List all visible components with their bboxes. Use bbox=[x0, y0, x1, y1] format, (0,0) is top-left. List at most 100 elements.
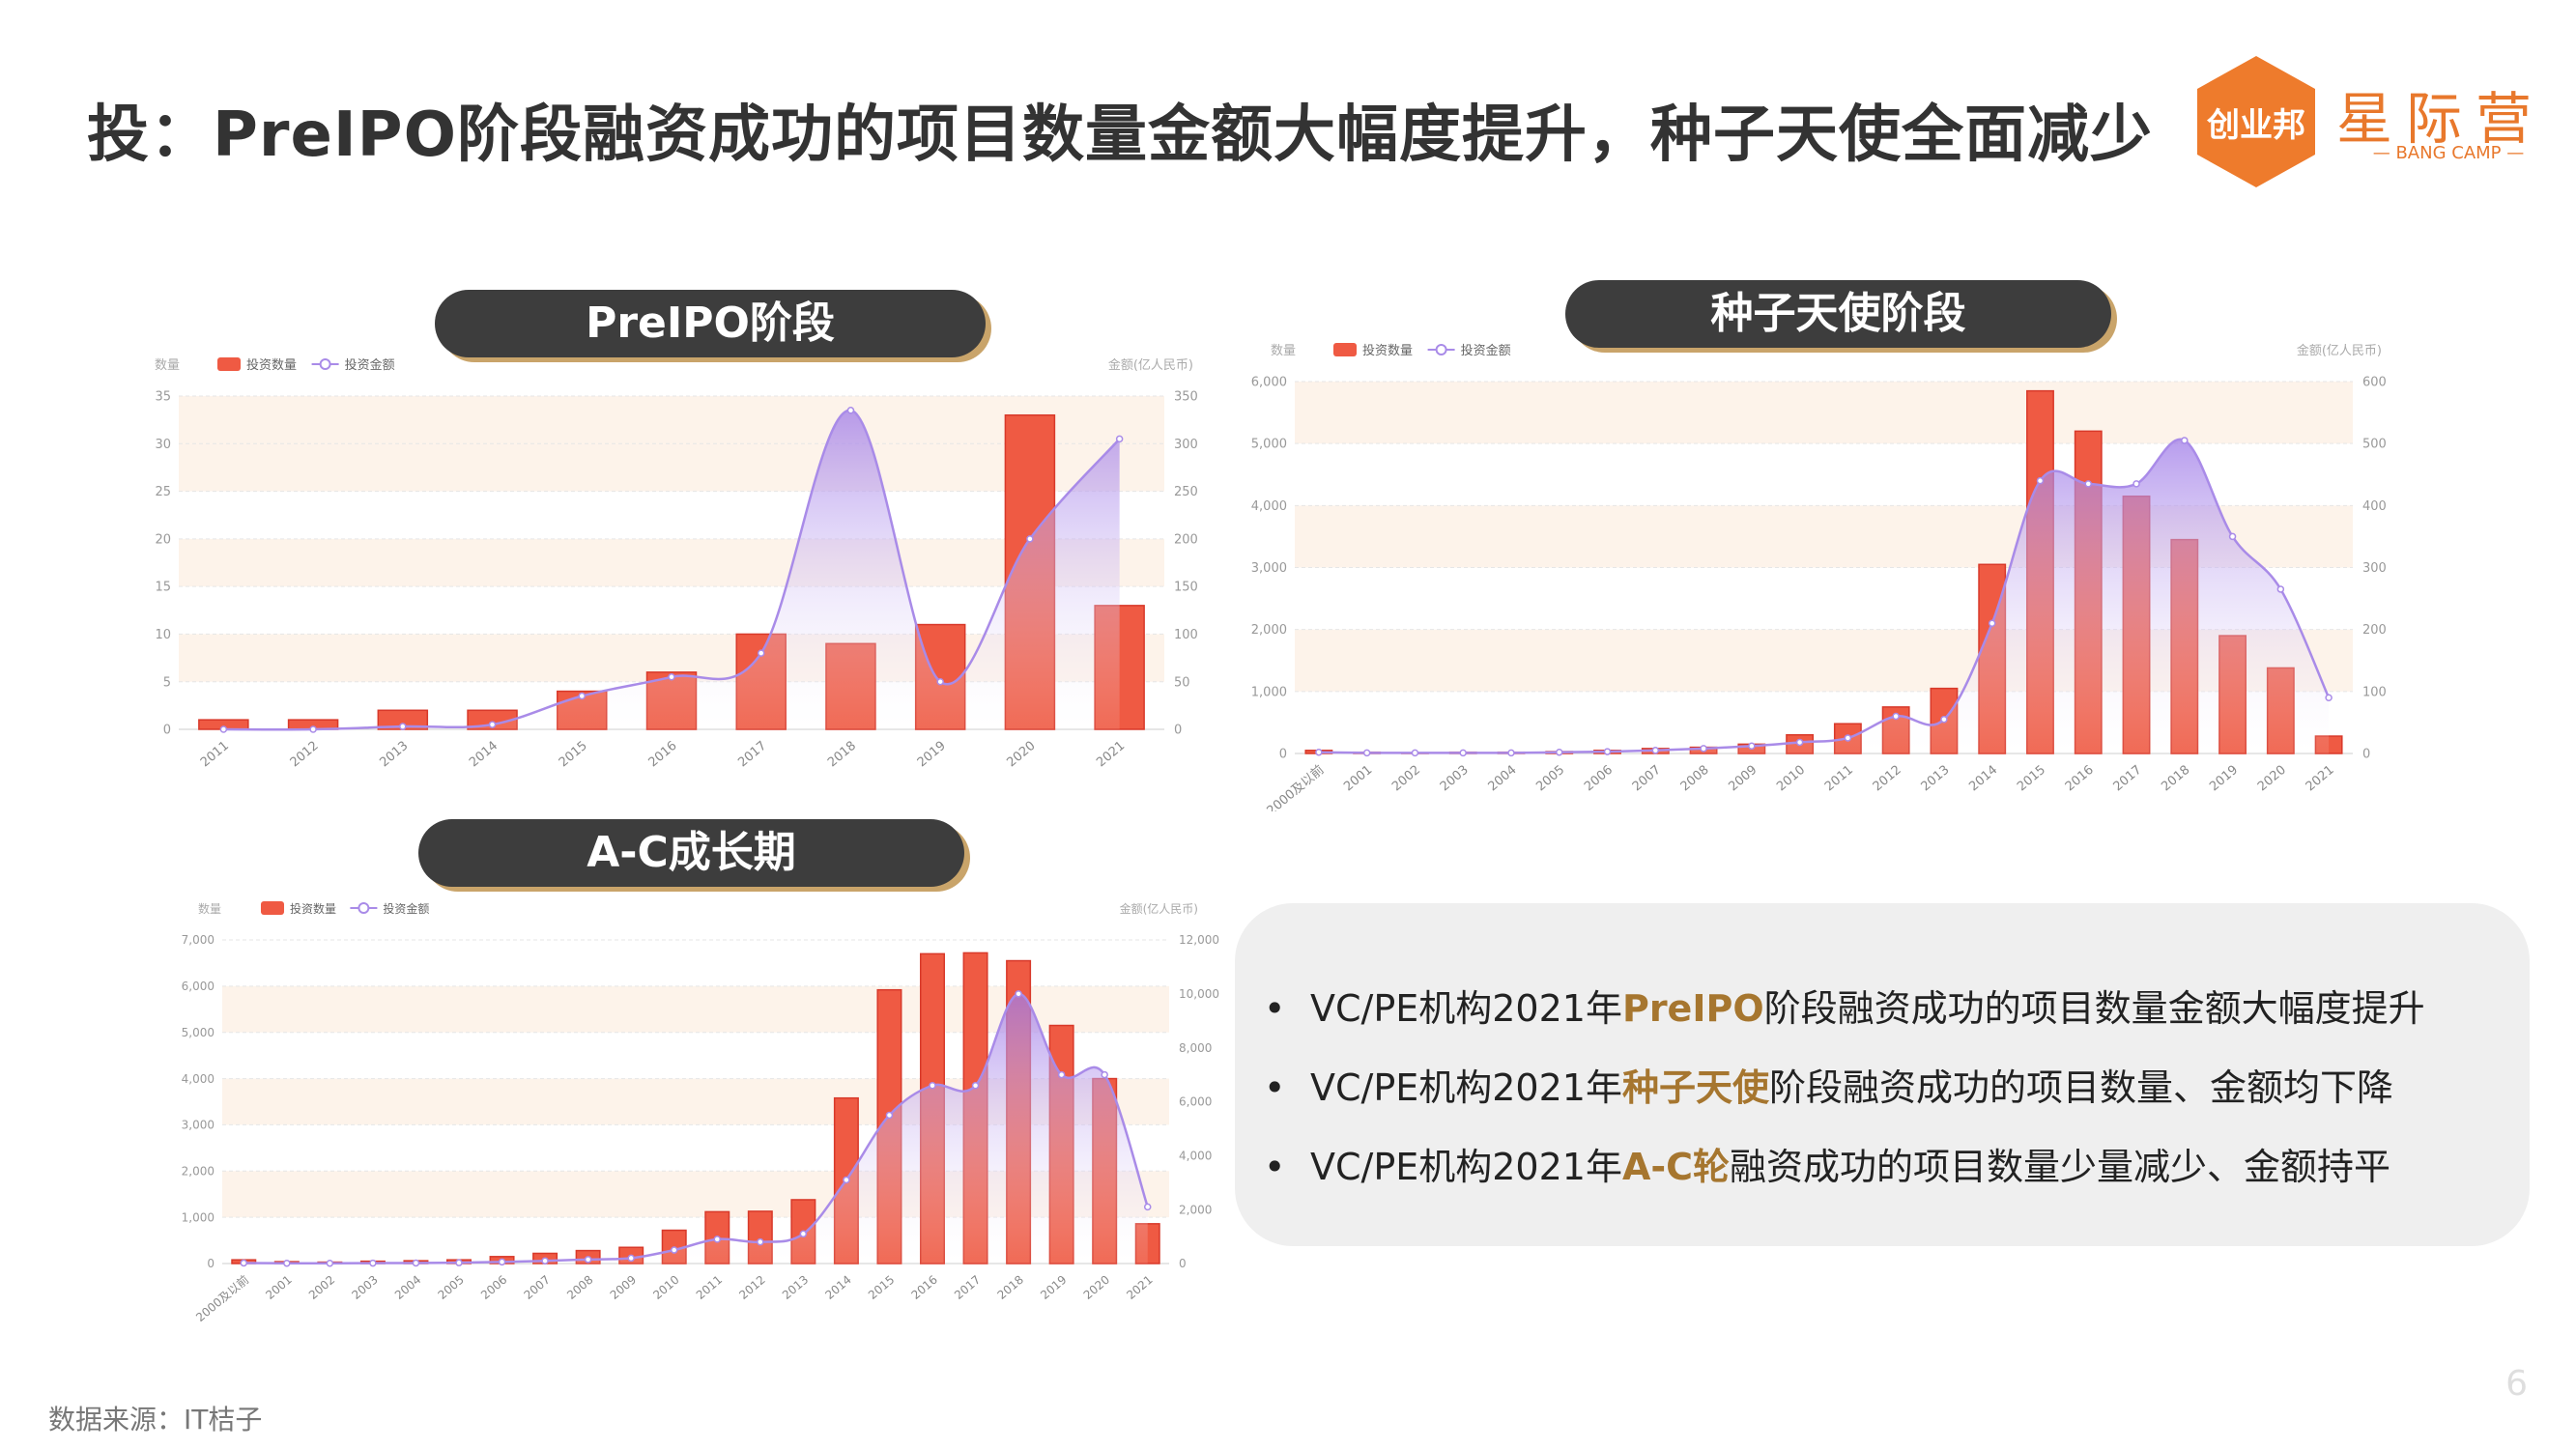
line-point bbox=[1988, 619, 1996, 627]
x-tick-label: 2002 bbox=[1389, 763, 1423, 795]
x-tick-label: 2012 bbox=[1871, 763, 1904, 795]
x-tick-label: 2009 bbox=[608, 1273, 639, 1302]
x-tick-label: 2005 bbox=[436, 1273, 467, 1302]
bullet-dot-icon: • bbox=[1264, 1146, 1286, 1188]
x-tick-label: 2019 bbox=[1038, 1273, 1069, 1302]
amount-line bbox=[243, 992, 1149, 1264]
x-tick-label: 2021 bbox=[2304, 763, 2337, 795]
x-tick-label: 2020 bbox=[1081, 1273, 1112, 1302]
y-axis-title-right: 金额(亿人民币) bbox=[1108, 357, 1193, 373]
legend-line-marker bbox=[1435, 344, 1447, 355]
line-point bbox=[757, 649, 765, 657]
y-tick-label-left: 2,000 bbox=[1251, 623, 1287, 638]
y-tick-label-right: 0 bbox=[1179, 1257, 1187, 1270]
x-tick-label: 2017 bbox=[735, 739, 769, 771]
line-point bbox=[541, 1257, 549, 1264]
grid-band bbox=[179, 396, 1164, 444]
line-point bbox=[309, 725, 317, 733]
x-tick-label: 2019 bbox=[915, 739, 949, 771]
y-tick-label-left: 25 bbox=[155, 485, 171, 499]
y-tick-label-right: 2,000 bbox=[1179, 1203, 1212, 1216]
legend-bar-icon bbox=[261, 901, 284, 915]
y-tick-label-left: 3,000 bbox=[1251, 561, 1287, 576]
y-tick-label-left: 0 bbox=[207, 1257, 215, 1270]
y-tick-label-right: 500 bbox=[2362, 438, 2387, 452]
line-point bbox=[584, 1256, 592, 1264]
y-tick-label-left: 1,000 bbox=[182, 1210, 215, 1224]
y-tick-label-right: 300 bbox=[1174, 438, 1198, 452]
x-tick-label: 2000及以前 bbox=[1264, 762, 1328, 811]
y-tick-label-left: 2,000 bbox=[182, 1164, 215, 1178]
x-tick-label: 2020 bbox=[1004, 739, 1038, 771]
y-tick-label-left: 35 bbox=[155, 390, 171, 405]
y-tick-label-right: 8,000 bbox=[1179, 1041, 1212, 1055]
x-tick-label: 2013 bbox=[780, 1273, 811, 1302]
line-point bbox=[713, 1236, 722, 1243]
line-point bbox=[2036, 476, 2045, 485]
legend-label: 投资数量 bbox=[290, 901, 336, 916]
y-tick-label-right: 50 bbox=[1174, 675, 1190, 690]
x-tick-label: 2021 bbox=[1094, 739, 1128, 771]
line-point bbox=[412, 1259, 420, 1267]
x-tick-label: 2019 bbox=[2207, 763, 2241, 795]
logo-badge-text: 创业邦 bbox=[2207, 106, 2305, 145]
line-point bbox=[1603, 748, 1612, 755]
bullet-dot-icon: • bbox=[1264, 1066, 1286, 1109]
bullet-item: • VC/PE机构2021年种子天使阶段融资成功的项目数量、金额均下降 bbox=[1264, 1066, 2393, 1109]
line-point bbox=[2228, 532, 2237, 541]
amount-area bbox=[1318, 439, 2330, 753]
y-tick-label-left: 0 bbox=[1279, 748, 1287, 762]
bullet-item: • VC/PE机构2021年A-C轮融资成功的项目数量少量减少、金额持平 bbox=[1264, 1146, 2391, 1188]
line-point bbox=[498, 1258, 506, 1266]
line-point bbox=[1700, 745, 1707, 753]
line-point bbox=[2325, 694, 2333, 701]
panel-title-preipo: PreIPO阶段 bbox=[435, 290, 986, 357]
x-tick-label: 2010 bbox=[650, 1273, 681, 1302]
x-tick-label: 2005 bbox=[1533, 763, 1567, 795]
line-point bbox=[1143, 1203, 1152, 1211]
x-tick-label: 2011 bbox=[198, 739, 232, 771]
y-tick-label-left: 30 bbox=[155, 438, 171, 452]
x-tick-label: 2007 bbox=[522, 1273, 553, 1302]
y-tick-label-right: 0 bbox=[2362, 748, 2370, 762]
amount-area bbox=[243, 993, 1148, 1264]
line-point bbox=[2132, 480, 2140, 488]
x-tick-label: 2014 bbox=[1966, 763, 2000, 795]
legend-label: 投资数量 bbox=[1362, 343, 1413, 358]
line-point bbox=[1459, 749, 1467, 757]
line-point bbox=[369, 1259, 377, 1267]
legend-line-marker bbox=[358, 902, 370, 914]
x-tick-label: 2001 bbox=[1341, 763, 1375, 795]
line-point bbox=[1795, 738, 1804, 747]
x-tick-label: 2006 bbox=[1582, 763, 1616, 795]
y-tick-label-right: 300 bbox=[2362, 561, 2387, 576]
line-point bbox=[843, 1176, 850, 1184]
logo: 创业邦 星际营 — BANG CAMP — bbox=[2193, 54, 2561, 189]
line-point bbox=[1115, 435, 1124, 443]
line-point bbox=[757, 1237, 764, 1246]
x-tick-label: 2014 bbox=[822, 1273, 853, 1302]
x-tick-label: 2015 bbox=[2015, 763, 2048, 795]
y-tick-label-right: 6,000 bbox=[1179, 1095, 1212, 1109]
y-tick-label-right: 0 bbox=[1174, 724, 1182, 738]
chart-preipo: 0 5 10 15 20 25 30 35 0 50 100 150 200 250 300 350 数量 金额(… bbox=[135, 343, 1217, 787]
x-tick-label: 2009 bbox=[1726, 763, 1760, 795]
x-tick-label: 2018 bbox=[825, 739, 859, 771]
y-tick-label-right: 150 bbox=[1174, 581, 1198, 595]
x-tick-label: 2011 bbox=[1822, 763, 1856, 795]
line-point bbox=[2181, 437, 2189, 444]
line-point bbox=[1026, 535, 1034, 543]
legend-label: 投资金额 bbox=[383, 901, 429, 916]
y-tick-label-right: 12,000 bbox=[1179, 933, 1219, 947]
line-point bbox=[1015, 990, 1022, 998]
y-axis-title-right: 金额(亿人民币) bbox=[2297, 343, 2382, 358]
y-tick-label-right: 200 bbox=[2362, 623, 2387, 638]
x-tick-label: 2014 bbox=[467, 739, 501, 771]
x-tick-label: 2008 bbox=[564, 1273, 595, 1302]
x-tick-label: 2016 bbox=[2063, 763, 2097, 795]
x-tick-label: 2003 bbox=[349, 1273, 380, 1302]
y-tick-label-left: 6,000 bbox=[1251, 376, 1287, 390]
legend-label: 投资数量 bbox=[246, 357, 297, 373]
y-tick-label-left: 6,000 bbox=[182, 980, 215, 993]
line-point bbox=[668, 673, 675, 681]
